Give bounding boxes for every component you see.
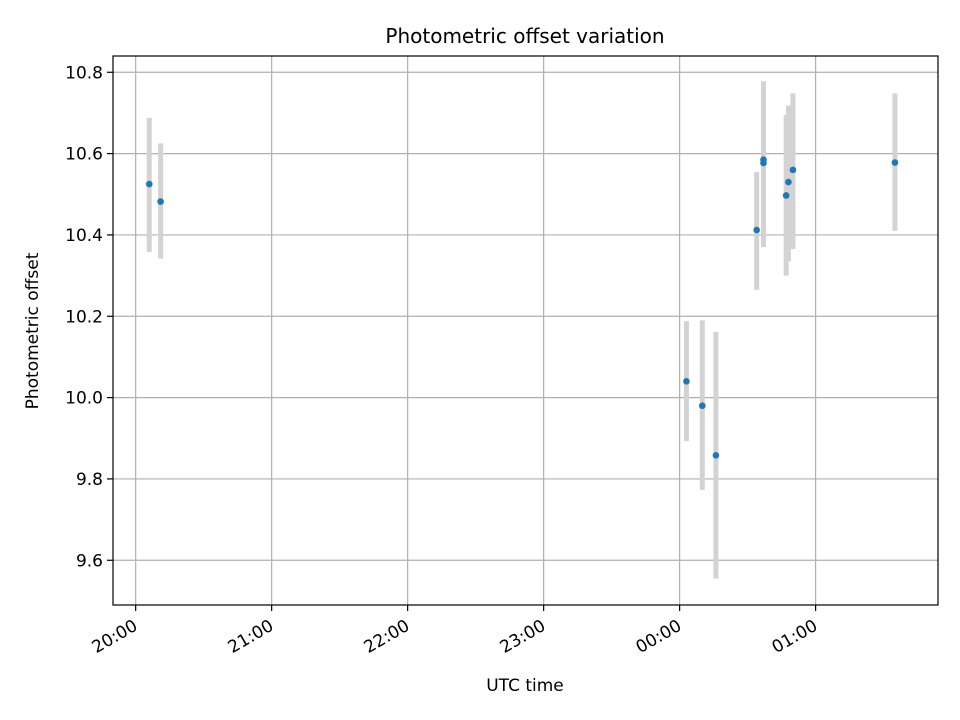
y-tick-label: 10.6 [65,145,103,165]
data-point [698,402,706,410]
x-axis-label: UTC time [486,676,564,696]
data-point [712,452,720,459]
plot-frame [112,55,939,606]
data-point [782,192,790,199]
y-tick-label: 10.4 [65,226,103,246]
data-point [145,180,153,188]
data-point [683,378,690,385]
y-tick-label: 10.0 [65,389,103,409]
y-tick-label: 10.8 [65,63,103,83]
y-tick-label: 9.6 [76,551,103,571]
data-point [789,166,797,174]
y-axis-label: Photometric offset [23,252,43,409]
data-point [891,159,899,166]
data-point [157,198,164,205]
y-tick-label: 10.2 [65,307,103,327]
data-points [145,156,899,459]
y-axis-ticks: 9.6 9.8 10.0 10.2 10.4 10.6 10.8 [65,63,113,571]
data-point [785,178,792,186]
gridlines [113,56,938,605]
y-tick-label: 9.8 [76,470,103,490]
chart-title: Photometric offset variation [385,24,664,48]
data-point [753,226,760,234]
data-point [760,156,767,163]
